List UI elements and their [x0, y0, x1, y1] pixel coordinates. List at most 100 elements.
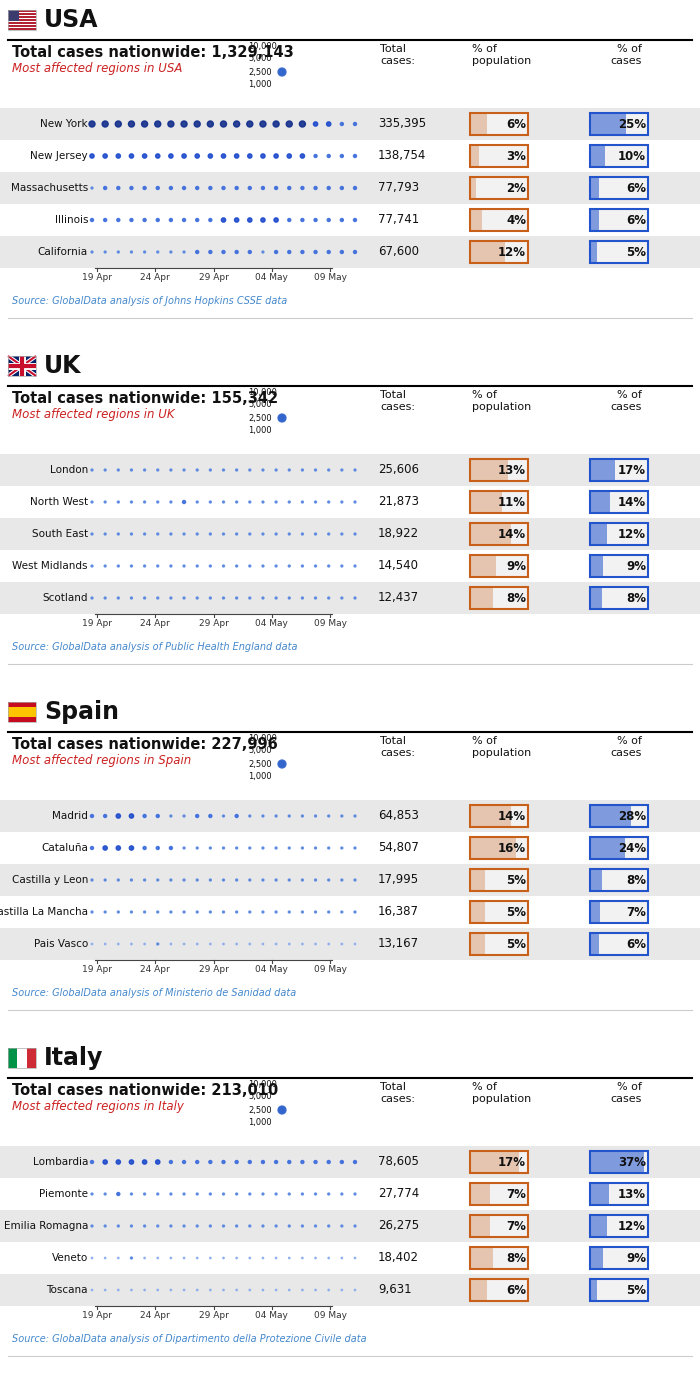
- Bar: [8, 11, 36, 12]
- Text: 21,873: 21,873: [378, 495, 419, 508]
- Circle shape: [130, 501, 132, 502]
- Text: Most affected regions in Spain: Most affected regions in Spain: [12, 754, 191, 767]
- Circle shape: [91, 469, 93, 471]
- Bar: [470, 933, 484, 955]
- Circle shape: [328, 597, 330, 599]
- Circle shape: [196, 911, 198, 913]
- Circle shape: [314, 1193, 316, 1194]
- Circle shape: [328, 469, 330, 471]
- Circle shape: [354, 469, 356, 471]
- Circle shape: [278, 760, 286, 768]
- Text: 19 Apr: 19 Apr: [82, 965, 112, 974]
- Bar: [0, 518, 700, 549]
- Circle shape: [209, 815, 212, 818]
- Bar: [470, 587, 494, 609]
- Circle shape: [157, 879, 159, 882]
- Circle shape: [248, 565, 251, 567]
- Circle shape: [183, 1161, 186, 1164]
- Circle shape: [288, 501, 290, 502]
- Bar: [8, 10, 36, 30]
- Circle shape: [170, 501, 172, 502]
- Bar: [0, 1178, 700, 1210]
- Text: Scotland: Scotland: [43, 592, 88, 603]
- Circle shape: [144, 879, 146, 882]
- Circle shape: [354, 879, 356, 882]
- Circle shape: [209, 187, 212, 190]
- Text: 6%: 6%: [626, 181, 646, 195]
- Circle shape: [354, 1161, 356, 1164]
- Circle shape: [248, 815, 251, 817]
- Circle shape: [90, 219, 94, 221]
- Circle shape: [279, 415, 285, 421]
- Text: 6%: 6%: [506, 118, 526, 130]
- Circle shape: [209, 1225, 211, 1228]
- Circle shape: [116, 846, 120, 850]
- Text: 5%: 5%: [506, 937, 526, 951]
- Circle shape: [275, 533, 277, 536]
- Circle shape: [170, 1225, 172, 1228]
- Circle shape: [236, 879, 237, 882]
- Circle shape: [248, 154, 252, 158]
- Bar: [590, 491, 648, 513]
- Circle shape: [314, 597, 316, 599]
- Text: 6%: 6%: [506, 1283, 526, 1297]
- Bar: [470, 491, 528, 513]
- Circle shape: [275, 911, 277, 913]
- Bar: [8, 25, 36, 26]
- Circle shape: [209, 911, 211, 913]
- Text: 1,000: 1,000: [248, 80, 272, 90]
- Text: Total cases nationwide: 227,996: Total cases nationwide: 227,996: [12, 738, 278, 752]
- Circle shape: [91, 1193, 93, 1194]
- Bar: [590, 1183, 609, 1205]
- Text: 5%: 5%: [626, 245, 646, 259]
- Circle shape: [327, 155, 330, 158]
- Bar: [590, 145, 605, 167]
- Bar: [0, 1275, 700, 1306]
- Circle shape: [223, 879, 225, 882]
- Circle shape: [236, 1225, 237, 1228]
- Circle shape: [314, 187, 317, 190]
- Circle shape: [327, 219, 330, 221]
- Text: Italy: Italy: [44, 1046, 104, 1070]
- Circle shape: [234, 154, 239, 158]
- Circle shape: [144, 911, 146, 913]
- Text: 9%: 9%: [506, 559, 526, 573]
- Circle shape: [91, 565, 93, 567]
- Bar: [590, 837, 625, 859]
- Circle shape: [183, 469, 185, 471]
- Text: % of
population: % of population: [472, 736, 531, 757]
- Text: 1,000: 1,000: [248, 426, 272, 436]
- Circle shape: [248, 187, 251, 190]
- Circle shape: [223, 1193, 225, 1194]
- Circle shape: [170, 469, 172, 471]
- Bar: [590, 209, 598, 231]
- Circle shape: [279, 1107, 285, 1113]
- Circle shape: [209, 1161, 212, 1164]
- Bar: [8, 1048, 36, 1068]
- Text: 18,402: 18,402: [378, 1251, 419, 1265]
- Circle shape: [118, 533, 119, 536]
- Bar: [470, 837, 528, 859]
- Circle shape: [314, 122, 318, 126]
- Text: 13%: 13%: [618, 1187, 646, 1200]
- Circle shape: [222, 1161, 225, 1164]
- Circle shape: [130, 814, 134, 818]
- Circle shape: [354, 155, 356, 158]
- Circle shape: [170, 879, 172, 882]
- Text: 10,000: 10,000: [248, 388, 277, 396]
- Circle shape: [208, 154, 213, 158]
- Circle shape: [262, 469, 264, 471]
- Circle shape: [288, 1225, 290, 1228]
- Text: 5%: 5%: [506, 905, 526, 919]
- Text: Piemonte: Piemonte: [39, 1189, 88, 1199]
- Circle shape: [262, 501, 264, 502]
- Circle shape: [288, 1193, 290, 1194]
- Bar: [470, 869, 484, 891]
- Text: 9%: 9%: [626, 559, 646, 573]
- Bar: [470, 837, 517, 859]
- Bar: [470, 555, 528, 577]
- Circle shape: [144, 469, 146, 471]
- Circle shape: [157, 1225, 159, 1228]
- Text: 6%: 6%: [626, 937, 646, 951]
- Circle shape: [288, 597, 290, 599]
